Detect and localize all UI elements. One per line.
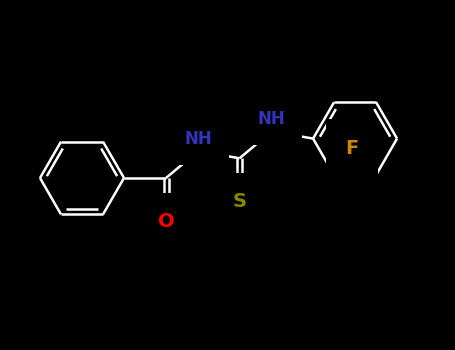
Text: F: F <box>345 139 358 158</box>
Text: NH: NH <box>258 110 286 128</box>
Text: O: O <box>158 212 174 231</box>
Text: NH: NH <box>184 130 212 148</box>
Text: S: S <box>233 193 247 211</box>
